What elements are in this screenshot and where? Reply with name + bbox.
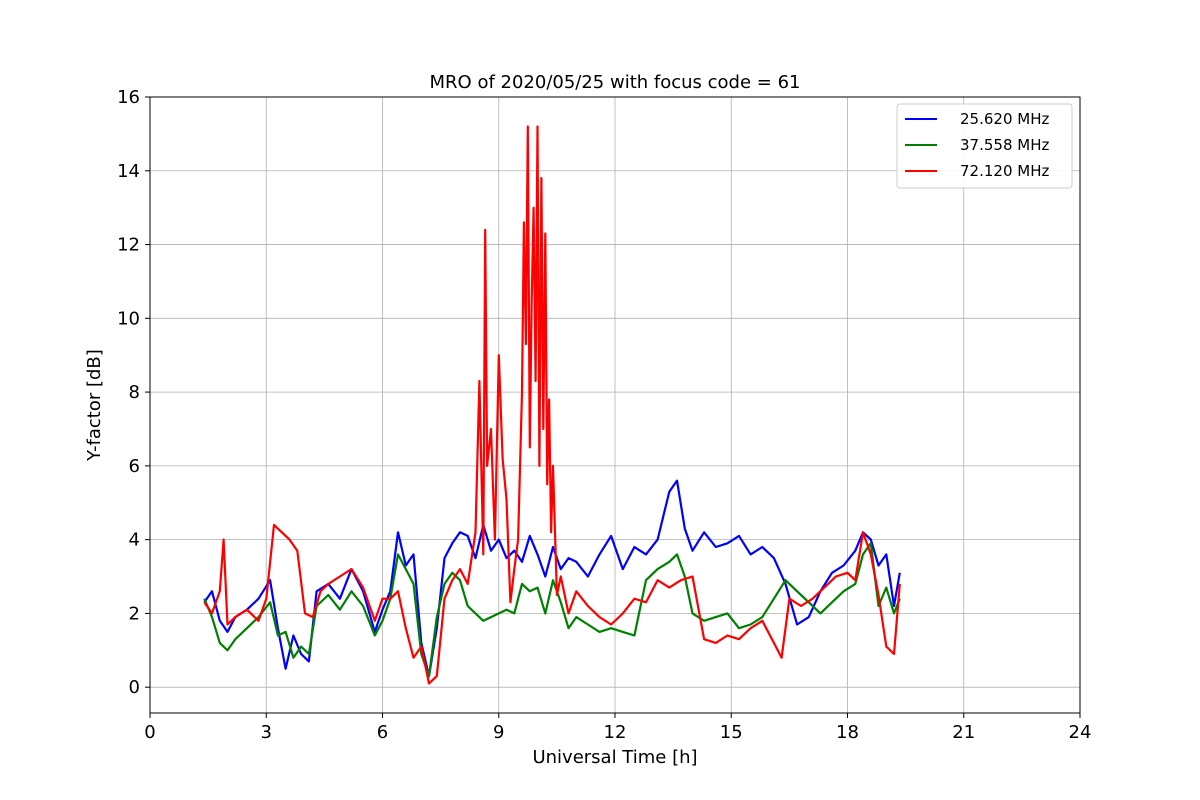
x-tick-label: 18 — [836, 722, 859, 743]
x-tick-label: 3 — [261, 722, 272, 743]
legend-label: 37.558 MHz — [960, 136, 1049, 154]
series-line-2 — [203, 542, 901, 678]
x-axis-label: Universal Time [h] — [532, 747, 697, 768]
x-tick-label: 0 — [144, 722, 155, 743]
chart-title: MRO of 2020/05/25 with focus code = 61 — [430, 72, 801, 93]
x-tick-label: 9 — [493, 722, 504, 743]
x-tick-label: 12 — [604, 722, 627, 743]
x-tick-label: 24 — [1069, 722, 1092, 743]
y-axis-label: Y-factor [dB] — [84, 349, 105, 462]
legend-label: 72.120 MHz — [960, 162, 1049, 180]
y-tick-label: 10 — [117, 308, 140, 329]
y-tick-label: 0 — [129, 677, 140, 698]
x-tick-label: 15 — [720, 722, 743, 743]
y-tick-label: 14 — [117, 161, 140, 182]
y-tick-label: 4 — [129, 530, 140, 551]
x-tick-label: 21 — [952, 722, 975, 743]
legend-box — [896, 103, 1073, 189]
series-layer — [203, 125, 901, 685]
x-tick-label: 6 — [377, 722, 388, 743]
y-tick-label: 2 — [129, 603, 140, 624]
y-tick-label: 16 — [117, 87, 140, 108]
series-line-3 — [203, 125, 901, 685]
legend-label: 25.620 MHz — [960, 110, 1049, 128]
y-tick-label: 6 — [129, 456, 140, 477]
y-tick-label: 8 — [129, 382, 140, 403]
legend: 25.620 MHz 37.558 MHz 72.120 MHz — [896, 103, 1073, 189]
y-tick-label: 12 — [117, 235, 140, 256]
